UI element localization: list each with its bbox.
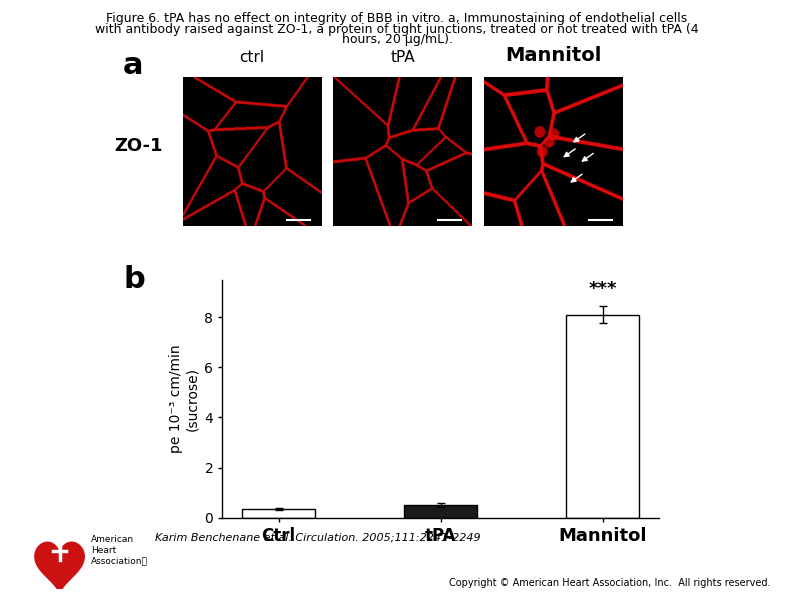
Text: b: b xyxy=(123,265,145,294)
Text: ***: *** xyxy=(588,280,617,299)
Polygon shape xyxy=(35,542,84,594)
Text: Figure 6. tPA has no effect on integrity of BBB in vitro. a, Immunostaining of e: Figure 6. tPA has no effect on integrity… xyxy=(106,12,688,25)
Text: Karim Benchenane et al. Circulation. 2005;111:2241-2249: Karim Benchenane et al. Circulation. 200… xyxy=(155,533,480,543)
Text: American
Heart
Association⸻: American Heart Association⸻ xyxy=(91,536,148,565)
Text: a: a xyxy=(123,51,144,80)
Bar xyxy=(242,509,315,518)
Y-axis label: pe 10⁻³ cm/min
(sucrose): pe 10⁻³ cm/min (sucrose) xyxy=(168,345,198,453)
Text: ZO-1: ZO-1 xyxy=(114,137,164,155)
Text: Mannitol: Mannitol xyxy=(506,46,602,65)
Bar xyxy=(404,505,477,518)
Bar xyxy=(566,315,639,518)
Text: hours, 20 μg/mL).: hours, 20 μg/mL). xyxy=(341,33,453,46)
Text: ctrl: ctrl xyxy=(240,51,264,65)
Text: tPA: tPA xyxy=(391,51,415,65)
Text: with antibody raised against ZO-1, a protein of tight junctions, treated or not : with antibody raised against ZO-1, a pro… xyxy=(95,23,699,36)
Text: Copyright © American Heart Association, Inc.  All rights reserved.: Copyright © American Heart Association, … xyxy=(449,578,770,588)
